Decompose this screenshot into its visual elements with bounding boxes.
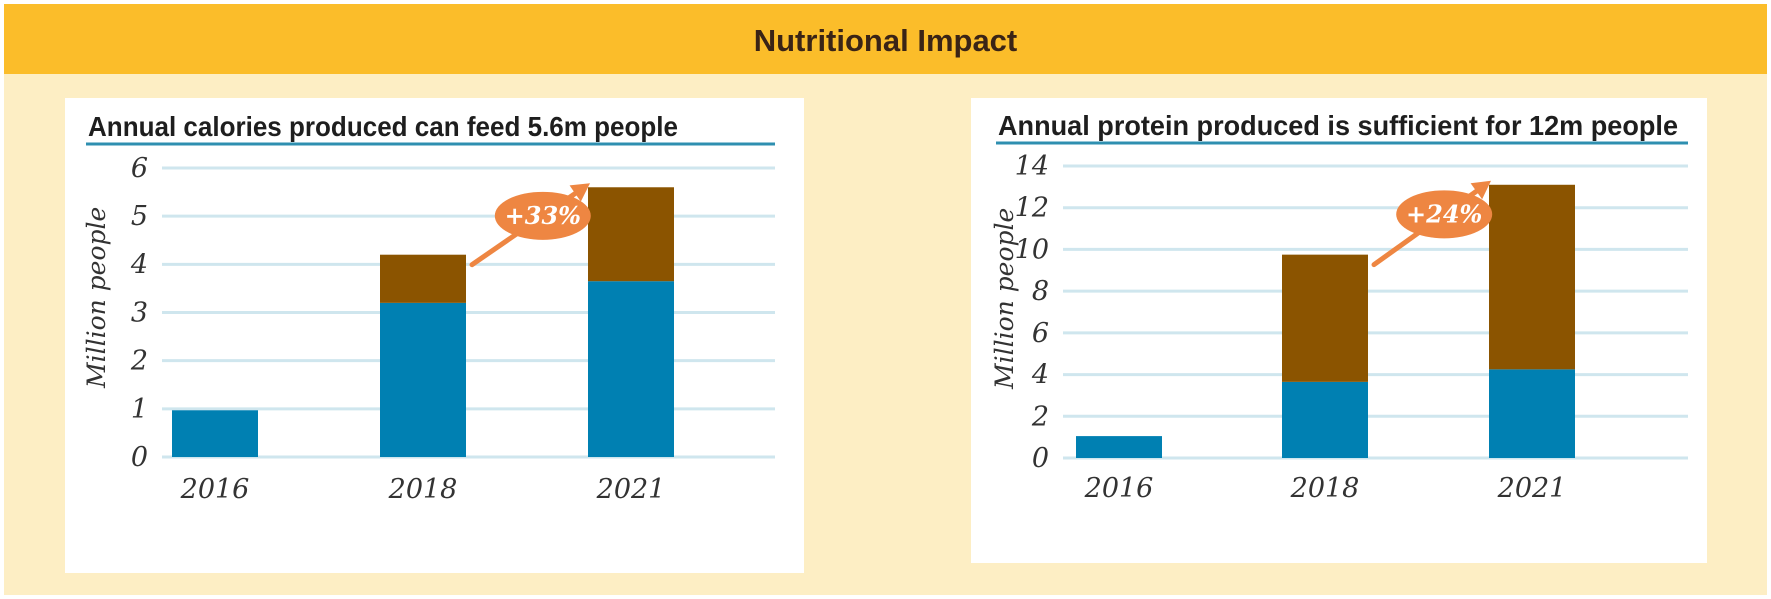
y-tick-label: 8 <box>1032 276 1049 307</box>
page-title: Nutritional Impact <box>753 23 1018 58</box>
y-tick-label: 2 <box>130 346 148 377</box>
x-tick-label: 2016 <box>180 474 250 505</box>
y-tick-label: 1 <box>131 394 148 425</box>
bar-lower-2018 <box>380 302 466 457</box>
bar-upper-2021 <box>588 187 674 282</box>
chart-title: Annual calories produced can feed 5.6m p… <box>88 111 678 142</box>
growth-callout-badge <box>494 191 591 240</box>
x-tick-label: 2021 <box>596 474 666 505</box>
x-tick-label: 2016 <box>1084 473 1154 504</box>
x-tick-label: 2021 <box>1497 473 1567 504</box>
growth-callout-label: +24% <box>1406 199 1482 228</box>
calories-chart: Annual calories produced can feed 5.6m p… <box>82 111 775 505</box>
header-banner: Nutritional Impact <box>4 4 1767 74</box>
y-tick-label: 6 <box>131 153 148 184</box>
bar-lower-2016 <box>172 410 258 457</box>
bar-upper-2018 <box>1282 254 1368 382</box>
y-tick-label: 5 <box>131 201 148 232</box>
bar-lower-2018 <box>1282 381 1368 458</box>
y-tick-label: 10 <box>1015 234 1049 265</box>
bar-lower-2021 <box>1489 369 1575 458</box>
protein-chart: Annual protein produced is sufficient fo… <box>990 110 1688 504</box>
growth-arrow-head <box>1470 180 1491 200</box>
y-tick-label: 4 <box>130 249 148 280</box>
y-tick-label: 3 <box>131 298 148 329</box>
y-tick-label: 12 <box>1015 193 1049 224</box>
y-tick-label: 0 <box>1032 443 1049 474</box>
chart-title: Annual protein produced is sufficient fo… <box>998 110 1678 141</box>
y-axis-label: Million people <box>990 208 1019 390</box>
x-tick-label: 2018 <box>1290 473 1360 504</box>
bar-lower-2021 <box>588 281 674 457</box>
growth-arrow-head <box>569 183 590 202</box>
calories-chart-panel: Annual calories produced can feed 5.6m p… <box>65 98 804 573</box>
protein-chart-panel: Annual protein produced is sufficient fo… <box>971 98 1707 563</box>
growth-callout-label: +33% <box>505 201 581 230</box>
y-tick-label: 2 <box>1031 401 1049 432</box>
bar-upper-2018 <box>380 254 466 303</box>
y-tick-label: 14 <box>1015 151 1049 182</box>
growth-callout-badge <box>1396 190 1493 239</box>
x-tick-label: 2018 <box>388 474 458 505</box>
y-tick-label: 0 <box>131 442 148 473</box>
y-axis-label: Million people <box>82 207 111 389</box>
y-tick-label: 4 <box>1031 360 1049 391</box>
bar-lower-2016 <box>1076 436 1162 458</box>
bar-upper-2021 <box>1489 184 1575 370</box>
infographic-background: Nutritional Impact Annual calories produ… <box>4 4 1767 595</box>
y-tick-label: 6 <box>1032 318 1049 349</box>
